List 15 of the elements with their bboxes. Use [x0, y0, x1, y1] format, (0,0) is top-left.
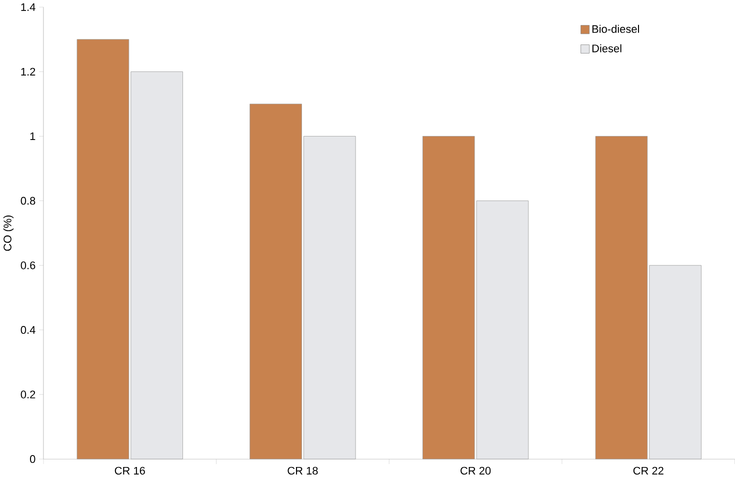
y-tick-label: 0.6 — [20, 262, 36, 270]
x-tick-label: CR 20 — [460, 466, 491, 475]
y-axis-title: CO (%) — [3, 216, 14, 251]
y-tick-label: 0.8 — [20, 196, 36, 205]
legend-label: Bio-diesel — [592, 24, 639, 33]
x-tick-label: CR 18 — [288, 466, 318, 475]
y-tick-label: 0.2 — [20, 390, 36, 398]
y-tick-label: 1 — [30, 132, 36, 140]
y-tick-label: 0 — [30, 455, 36, 463]
x-tick-label: CR 22 — [633, 466, 664, 475]
y-tick-label: 1.2 — [21, 68, 36, 76]
x-tick-label: CR 16 — [114, 466, 145, 475]
y-tick-label: 0.4 — [20, 326, 36, 334]
y-tick-label: 1.4 — [21, 3, 36, 11]
legend-label: Diesel — [592, 44, 622, 52]
